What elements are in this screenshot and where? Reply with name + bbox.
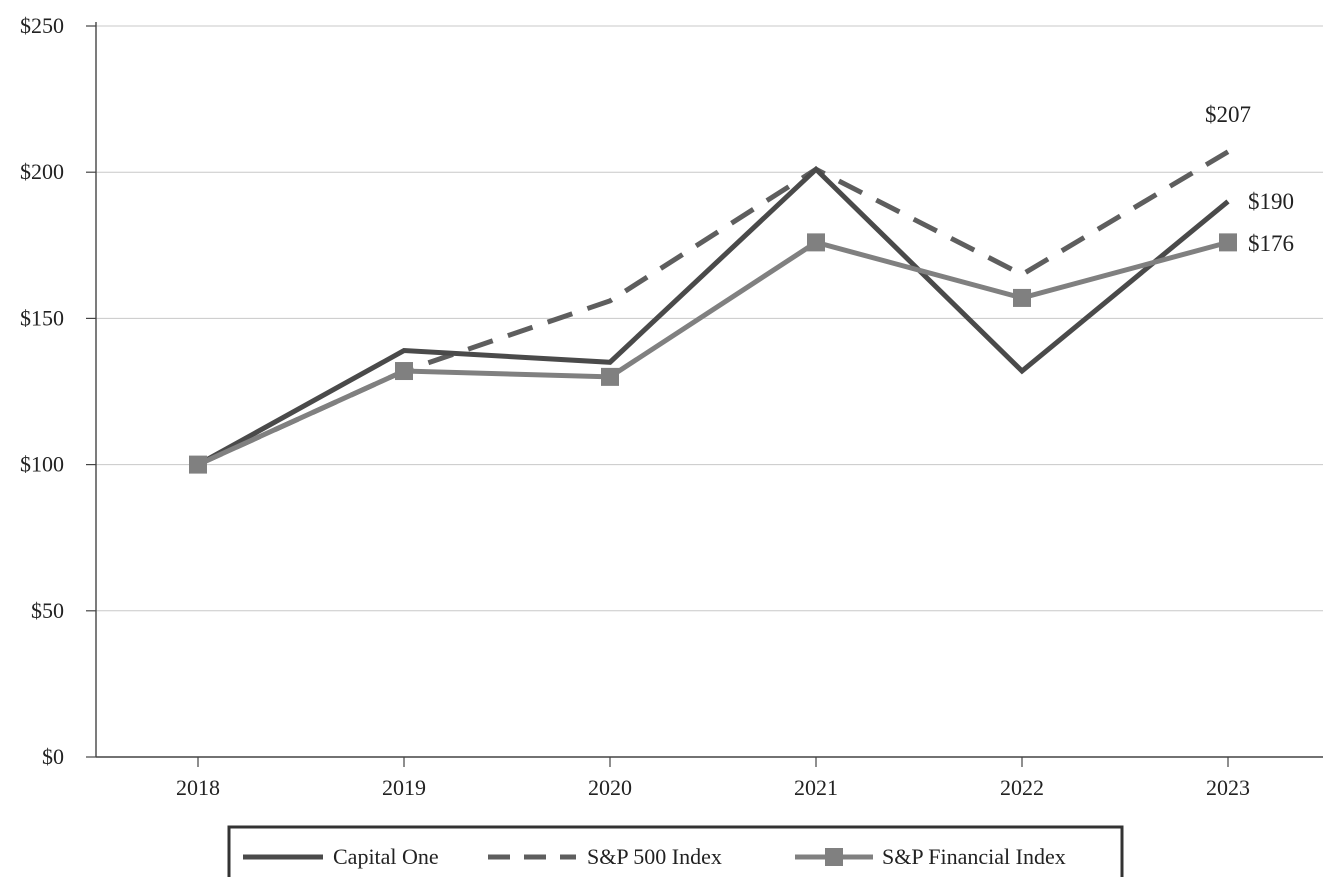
x-tick-label: 2019 (382, 775, 426, 800)
y-tick-label: $100 (20, 452, 64, 477)
data-point-marker (395, 362, 413, 381)
legend: Capital One S&P 500 Index S&P Financial In… (227, 825, 1124, 877)
legend-label: S&P 500 Index (587, 844, 722, 869)
x-tick-label: 2022 (1000, 775, 1044, 800)
data-point-marker (189, 455, 207, 474)
legend-label: Capital One (333, 844, 439, 869)
data-point-marker (807, 233, 825, 252)
axes (95, 22, 1323, 758)
x-tick-label: 2023 (1206, 775, 1250, 800)
end-labels: $207 $190 $176 (1205, 102, 1294, 256)
series-line-s-p-financial-index (196, 239, 1229, 467)
x-tick-label: 2020 (588, 775, 632, 800)
y-tick-label: $0 (42, 744, 64, 769)
y-tick-label: $200 (20, 159, 64, 184)
series-lines (189, 149, 1237, 474)
legend-label: S&P Financial Index (882, 844, 1066, 869)
legend-marker (825, 848, 843, 866)
data-point-marker (601, 367, 619, 386)
y-tick-label: $50 (31, 598, 64, 623)
end-value-label: $176 (1248, 231, 1294, 256)
x-tick-label: 2021 (794, 775, 838, 800)
legend-box (227, 825, 1124, 877)
grid-lines (96, 25, 1323, 612)
y-axis-ticks: $0 $50 $100 $150 $200 $250 (20, 13, 96, 769)
series-line-capital-one (196, 165, 1230, 467)
x-axis-ticks: 2018 2019 2020 2021 2022 2023 (176, 757, 1250, 800)
y-tick-label: $150 (20, 305, 64, 330)
end-value-label: $190 (1248, 189, 1294, 214)
data-point-marker (1219, 233, 1237, 252)
x-tick-label: 2018 (176, 775, 220, 800)
y-tick-label: $250 (20, 13, 64, 38)
end-value-label: $207 (1205, 102, 1251, 127)
data-point-marker (1013, 288, 1031, 307)
